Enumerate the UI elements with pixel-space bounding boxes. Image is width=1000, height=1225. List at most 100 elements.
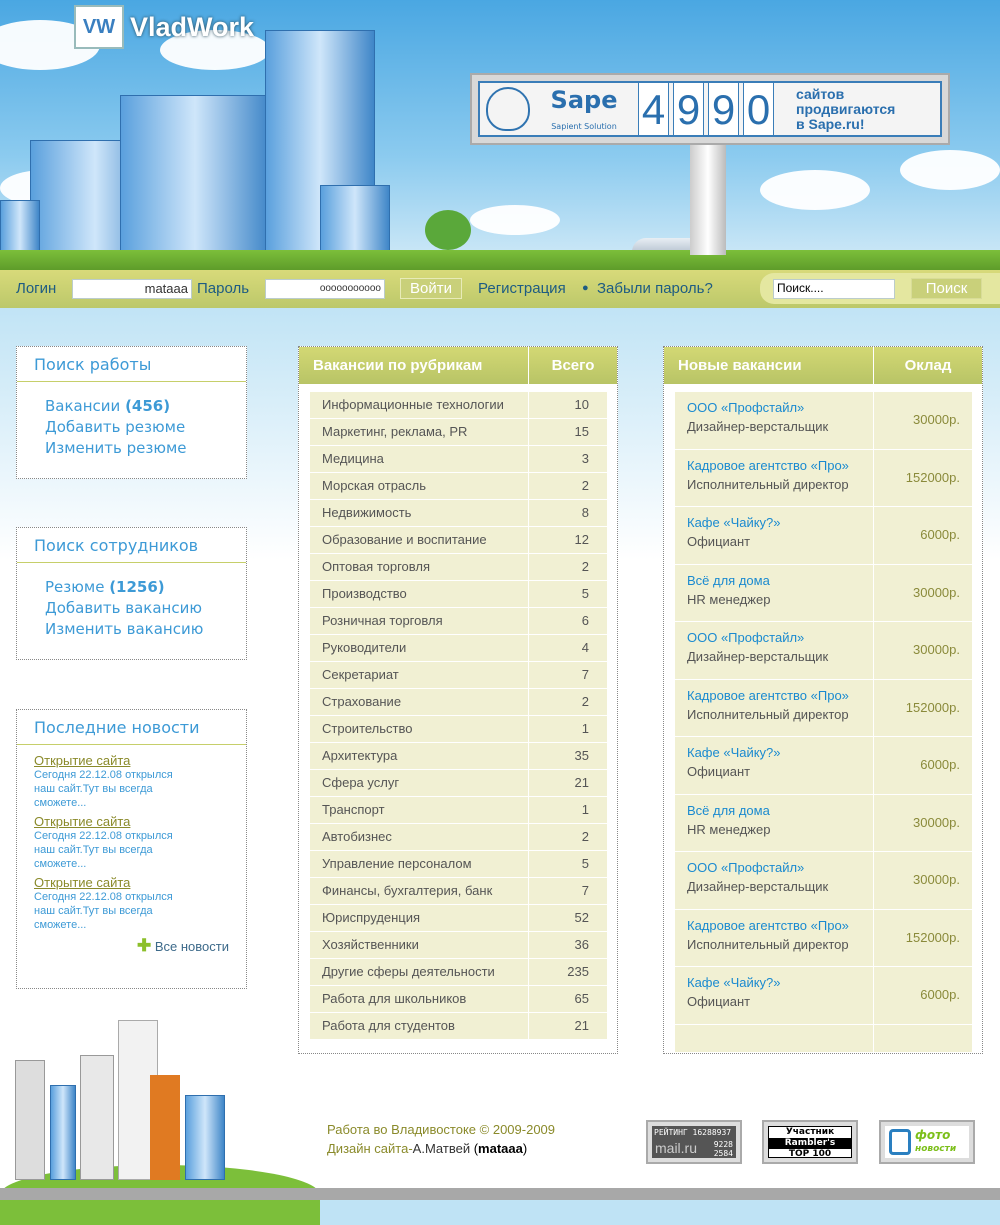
category-row[interactable]: Производство 5 xyxy=(310,581,607,608)
company-link[interactable]: Кадровое агентство «Про» xyxy=(687,917,849,933)
company-link[interactable]: Кафе «Чайку?» xyxy=(687,515,781,530)
news-item-title[interactable]: Открытие сайта xyxy=(34,814,131,829)
password-input[interactable]: ooooooooooo xyxy=(265,279,385,299)
category-name[interactable]: Информационные технологии xyxy=(310,392,529,418)
category-name[interactable]: Руководители xyxy=(310,635,529,661)
login-button[interactable]: Войти xyxy=(400,278,462,299)
category-row[interactable]: Сфера услуг 21 xyxy=(310,770,607,797)
add-vacancy-link[interactable]: Добавить вакансию xyxy=(45,599,202,617)
category-name[interactable]: Работа для студентов xyxy=(310,1013,529,1039)
position: Исполнительный директор xyxy=(687,936,849,952)
login-label: Логин xyxy=(16,280,57,297)
company-link[interactable]: Всё для дома xyxy=(687,572,770,588)
category-row[interactable]: Розничная торговля 6 xyxy=(310,608,607,635)
category-row[interactable]: Страхование 2 xyxy=(310,689,607,716)
category-name[interactable]: Хозяйственники xyxy=(310,932,529,958)
company-link[interactable]: Кадровое агентство «Про» xyxy=(687,457,849,473)
category-row[interactable]: Транспорт 1 xyxy=(310,797,607,824)
category-row[interactable]: Архитектура 35 xyxy=(310,743,607,770)
news-item-title[interactable]: Открытие сайта xyxy=(34,875,131,890)
category-name[interactable]: Секретариат xyxy=(310,662,529,688)
vacancies-link[interactable]: Вакансии (456) xyxy=(45,397,170,415)
category-row[interactable]: Медицина 3 xyxy=(310,446,607,473)
company-link[interactable]: ООО «Профстайл» xyxy=(687,630,805,645)
resumes-link[interactable]: Резюме (1256) xyxy=(45,578,165,596)
category-row[interactable]: Юриспруденция 52 xyxy=(310,905,607,932)
vacancy-row[interactable]: Всё для дома HR менеджер 30000р. xyxy=(675,564,972,622)
company-link[interactable]: Кафе «Чайку?» xyxy=(687,975,781,990)
search-input[interactable]: Поиск.... xyxy=(773,279,895,299)
category-row[interactable]: Финансы, бухгалтерия, банк 7 xyxy=(310,878,607,905)
category-name[interactable]: Страхование xyxy=(310,689,529,715)
vacancy-row[interactable]: Кафе «Чайку?» Официант 6000р. xyxy=(675,967,972,1025)
mailru-counter[interactable]: РЕЙТИНГ 16288937 mail.ru 9228 2584 xyxy=(646,1120,742,1164)
category-row[interactable]: Руководители 4 xyxy=(310,635,607,662)
ad-digit: 0 xyxy=(743,82,774,136)
site-logo[interactable]: VW VladWork xyxy=(74,4,254,50)
category-row[interactable]: Работа для школьников 65 xyxy=(310,986,607,1013)
category-name[interactable]: Работа для школьников xyxy=(310,986,529,1012)
category-row[interactable]: Строительство 1 xyxy=(310,716,607,743)
category-name[interactable]: Сфера услуг xyxy=(310,770,529,796)
vacancy-row[interactable]: Кадровое агентство «Про» Исполнительный д… xyxy=(675,679,972,737)
category-name[interactable]: Финансы, бухгалтерия, банк xyxy=(310,878,529,904)
category-name[interactable]: Оптовая торговля xyxy=(310,554,529,580)
category-row[interactable]: Оптовая торговля 2 xyxy=(310,554,607,581)
category-row[interactable]: Автобизнес 2 xyxy=(310,824,607,851)
add-resume-link[interactable]: Добавить резюме xyxy=(45,418,186,436)
vacancy-row[interactable]: Кафе «Чайку?» Официант 6000р. xyxy=(675,737,972,795)
categories-header: Вакансии по рубрикам xyxy=(299,347,529,384)
category-row[interactable]: Работа для студентов 21 xyxy=(310,1013,607,1040)
category-name[interactable]: Автобизнес xyxy=(310,824,529,850)
category-name[interactable]: Транспорт xyxy=(310,797,529,823)
category-name[interactable]: Розничная торговля xyxy=(310,608,529,634)
edit-resume-link[interactable]: Изменить резюме xyxy=(45,439,187,457)
vacancy-row[interactable]: ООО «Профстайл» Дизайнер-верстальщик 30000… xyxy=(675,392,972,450)
ad-digit: 4 xyxy=(638,82,669,136)
category-row[interactable]: Информационные технологии 10 xyxy=(310,392,607,419)
category-row[interactable]: Другие сферы деятельности 235 xyxy=(310,959,607,986)
vacancy-row[interactable]: ООО «Профстайл» Дизайнер-верстальщик 30000… xyxy=(675,622,972,680)
category-name[interactable]: Морская отрасль xyxy=(310,473,529,499)
category-count: 36 xyxy=(574,937,589,952)
category-row[interactable]: Секретариат 7 xyxy=(310,662,607,689)
register-link[interactable]: Регистрация xyxy=(478,280,566,297)
company-link[interactable]: Кадровое агентство «Про» xyxy=(687,687,849,703)
company-link[interactable]: ООО «Профстайл» xyxy=(687,860,805,875)
company-link[interactable]: Кафе «Чайку?» xyxy=(687,745,781,760)
rambler-counter[interactable]: Участник Rambler's TOP 100 xyxy=(762,1120,858,1164)
sape-ad-banner[interactable]: Sape Sapient Solution 4 9 9 0 сайтов прод… xyxy=(470,73,950,145)
vacancy-row[interactable]: Всё для дома HR менеджер 30000р. xyxy=(675,794,972,852)
category-row[interactable]: Морская отрасль 2 xyxy=(310,473,607,500)
category-row[interactable]: Управление персоналом 5 xyxy=(310,851,607,878)
vacancy-row[interactable]: ООО «Профстайл» Дизайнер-верстальщик 30000… xyxy=(675,852,972,910)
login-input[interactable]: mataaa xyxy=(72,279,192,299)
category-name[interactable]: Управление персоналом xyxy=(310,851,529,877)
all-news-link[interactable]: Все новости xyxy=(154,939,229,954)
category-row[interactable]: Недвижимость 8 xyxy=(310,500,607,527)
vacancy-row[interactable]: Кадровое агентство «Про» Исполнительный д… xyxy=(675,449,972,507)
vacancy-row[interactable]: Кадровое агентство «Про» Исполнительный д… xyxy=(675,909,972,967)
forgot-password-link[interactable]: Забыли пароль? xyxy=(597,280,713,297)
edit-vacancy-link[interactable]: Изменить вакансию xyxy=(45,620,204,638)
category-row[interactable]: Маркетинг, реклама, PR 15 xyxy=(310,419,607,446)
news-item-title[interactable]: Открытие сайта xyxy=(34,753,131,768)
author-nick[interactable]: mataaa xyxy=(478,1141,523,1156)
category-name[interactable]: Строительство xyxy=(310,716,529,742)
category-count: 5 xyxy=(581,586,589,601)
category-name[interactable]: Другие сферы деятельности xyxy=(310,959,529,985)
category-name[interactable]: Маркетинг, реклама, PR xyxy=(310,419,529,445)
category-name[interactable]: Архитектура xyxy=(310,743,529,769)
company-link[interactable]: ООО «Профстайл» xyxy=(687,400,805,415)
company-link[interactable]: Всё для дома xyxy=(687,802,770,818)
search-button[interactable]: Поиск xyxy=(911,278,982,299)
vacancy-row[interactable]: Кафе «Чайку?» Официант 6000р. xyxy=(675,507,972,565)
category-row[interactable]: Хозяйственники 36 xyxy=(310,932,607,959)
category-name[interactable]: Образование и воспитание xyxy=(310,527,529,553)
foto-news-counter[interactable]: фото новости xyxy=(879,1120,975,1164)
category-name[interactable]: Юриспруденция xyxy=(310,905,529,931)
category-name[interactable]: Медицина xyxy=(310,446,529,472)
category-row[interactable]: Образование и воспитание 12 xyxy=(310,527,607,554)
category-name[interactable]: Недвижимость xyxy=(310,500,529,526)
category-name[interactable]: Производство xyxy=(310,581,529,607)
